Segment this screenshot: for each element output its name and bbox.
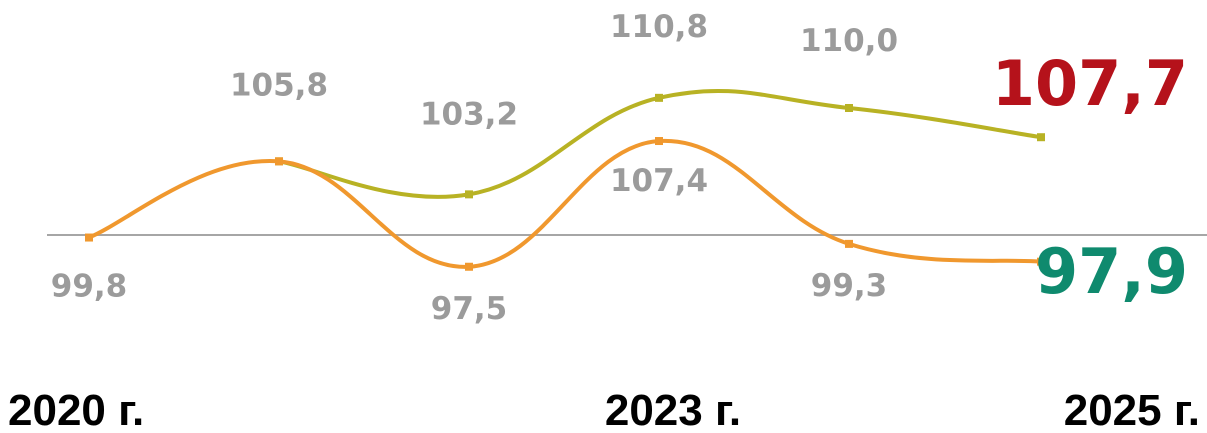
x-axis-tick-labels: 2020 г. 2023 г. 2025 г.: [8, 386, 1200, 433]
value-label-upper-2021: 105,8: [230, 67, 328, 103]
value-labels: 105,8 103,2 110,8 110,0 107,7 99,8 97,5 107,4 99…: [51, 9, 1188, 327]
series-upper-point-2025: [1037, 133, 1045, 142]
series-lower-point-2023: [655, 137, 663, 146]
series-layer: [85, 88, 1045, 271]
series-upper-point-2022: [465, 190, 473, 199]
end-value-label-lower: 97,9: [1035, 235, 1188, 308]
series-upper-point-2023: [655, 93, 663, 102]
value-label-upper-2022: 103,2: [420, 96, 518, 132]
series-lower-point-2025: [1037, 257, 1045, 266]
series-upper-point-2024: [845, 104, 853, 112]
x-tick-label-2023: 2023 г.: [605, 386, 741, 433]
series-line-lower: [87, 139, 1043, 269]
value-label-lower-2020: 99,8: [51, 269, 128, 305]
x-tick-label-2025: 2025 г.: [1064, 386, 1200, 433]
value-label-upper-2023: 110,8: [610, 9, 708, 45]
end-value-label-upper: 107,7: [992, 47, 1188, 120]
value-label-lower-2022: 97,5: [431, 291, 508, 327]
series-lower-point-2022: [465, 262, 473, 271]
value-label-lower-2023: 107,4: [610, 163, 708, 199]
value-label-upper-2024: 110,0: [800, 23, 898, 59]
series-lower-point-2024: [845, 239, 853, 248]
x-tick-label-2020: 2020 г.: [8, 386, 144, 433]
series-lower-point-2021: [275, 157, 283, 166]
value-label-lower-2024: 99,3: [811, 268, 888, 304]
series-lower-point-2020: [85, 233, 93, 242]
